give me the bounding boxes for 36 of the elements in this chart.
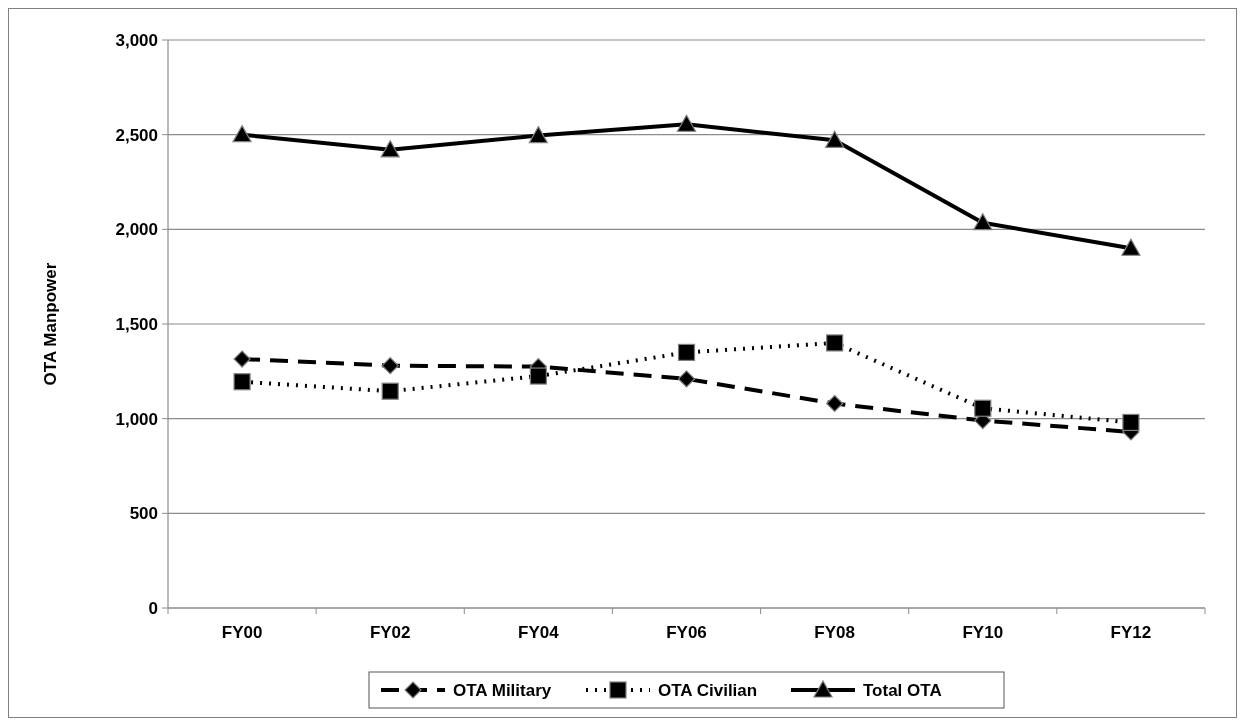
legend-label: Total OTA bbox=[863, 680, 942, 700]
point bbox=[529, 367, 547, 385]
point bbox=[233, 373, 251, 391]
point bbox=[233, 350, 251, 368]
y-tick-label: 2,000 bbox=[115, 220, 158, 240]
legend-label: OTA Civilian bbox=[658, 680, 758, 700]
point bbox=[973, 213, 993, 231]
point bbox=[676, 114, 697, 132]
point bbox=[380, 140, 400, 158]
point bbox=[677, 370, 696, 388]
point bbox=[825, 130, 845, 148]
y-tick-label: 0 bbox=[148, 598, 158, 618]
x-tick-label: FY02 bbox=[369, 623, 411, 642]
y-axis-title: OTA Manpower bbox=[41, 262, 60, 386]
point bbox=[1121, 238, 1141, 256]
point bbox=[826, 334, 844, 352]
legend-label: OTA Military bbox=[453, 680, 552, 700]
point bbox=[381, 382, 399, 400]
x-tick-label: FY10 bbox=[962, 623, 1004, 642]
point bbox=[677, 343, 696, 361]
point bbox=[826, 394, 844, 413]
x-tick-label: FY04 bbox=[518, 623, 560, 642]
point bbox=[381, 357, 399, 375]
y-tick-label: 2,500 bbox=[115, 125, 158, 145]
point bbox=[974, 399, 992, 417]
point bbox=[1122, 413, 1140, 432]
point bbox=[232, 125, 252, 143]
y-tick-label: 500 bbox=[129, 504, 158, 524]
x-tick-label: FY12 bbox=[1110, 623, 1152, 642]
x-tick-label: FY08 bbox=[814, 623, 855, 642]
y-tick-label: 1,000 bbox=[115, 409, 158, 429]
y-tick-label: 3,000 bbox=[115, 30, 158, 50]
y-tick-label: 1,500 bbox=[115, 314, 158, 334]
point bbox=[528, 126, 548, 144]
x-tick-label: FY00 bbox=[221, 623, 263, 642]
x-tick-label: FY06 bbox=[666, 623, 707, 642]
